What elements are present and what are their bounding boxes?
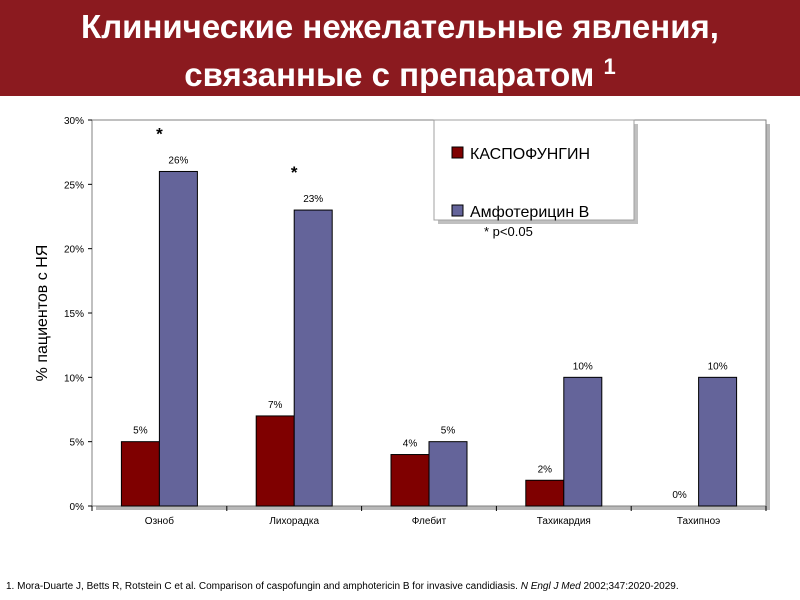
y-tick-label: 10%: [64, 373, 84, 384]
y-tick-label: 0%: [70, 502, 85, 513]
bar: [120, 441, 160, 507]
title-line-2: связанные с препаратом 1: [0, 47, 800, 95]
citation-text: 1. Mora-Duarte J, Betts R, Rotstein C et…: [6, 581, 518, 592]
citation-journal: N Engl J Med: [520, 581, 581, 592]
data-label: 10%: [573, 361, 593, 372]
y-tick-label: 30%: [64, 116, 84, 127]
title-banner: Клинические нежелательные явления, связа…: [0, 0, 800, 96]
bar: [390, 454, 430, 507]
bar: [158, 170, 198, 507]
bar: [428, 441, 468, 507]
x-tick-label: Флебит: [412, 515, 447, 527]
x-tick-label: Лихорадка: [269, 516, 319, 527]
data-label: 5%: [133, 426, 148, 437]
x-tick-label: Тахипноэ: [677, 516, 720, 527]
title-superscript: 1: [603, 54, 616, 79]
y-tick-label: 25%: [64, 180, 84, 191]
y-tick-label: 5%: [70, 438, 85, 449]
legend-label: КАСПОФУНГИН: [470, 146, 590, 163]
legend-box: [433, 119, 635, 221]
data-label: 2%: [538, 464, 553, 475]
bar: [293, 209, 333, 507]
bar: [563, 376, 603, 507]
citation-tail: 2002;347:2020-2029.: [583, 581, 679, 592]
legend-label: Амфотерицин В: [470, 204, 589, 221]
x-tick-label: Озноб: [145, 515, 174, 527]
p-value-annotation: * p<0.05: [484, 224, 533, 239]
bar: [525, 479, 565, 507]
data-label: 26%: [168, 155, 188, 166]
y-tick-label: 20%: [64, 245, 84, 256]
legend-swatch: [451, 146, 464, 159]
bar: [698, 376, 738, 507]
title-line-1: Клинические нежелательные явления,: [81, 8, 719, 45]
title-line-2-text: связанные с препаратом: [184, 56, 595, 93]
legend-swatch: [451, 204, 464, 217]
x-tick-label: Тахикардия: [537, 516, 591, 527]
data-label: 5%: [441, 426, 456, 437]
data-label: 0%: [672, 490, 687, 501]
bar-chart: 0% 5% 10% 15% 20% 25% 30% % пациентов с НЯ 5% 26%…: [34, 116, 770, 527]
significance-asterisk: *: [156, 124, 163, 143]
bar: [255, 415, 295, 507]
data-label: 10%: [708, 361, 728, 372]
citation-footnote: 1. Mora-Duarte J, Betts R, Rotstein C et…: [6, 581, 796, 592]
y-axis-label: % пациентов с НЯ: [34, 245, 51, 382]
y-tick-label: 15%: [64, 309, 84, 320]
data-label: 23%: [303, 194, 323, 205]
data-label: 4%: [403, 439, 418, 450]
significance-asterisk: *: [291, 163, 298, 182]
data-label: 7%: [268, 400, 283, 411]
